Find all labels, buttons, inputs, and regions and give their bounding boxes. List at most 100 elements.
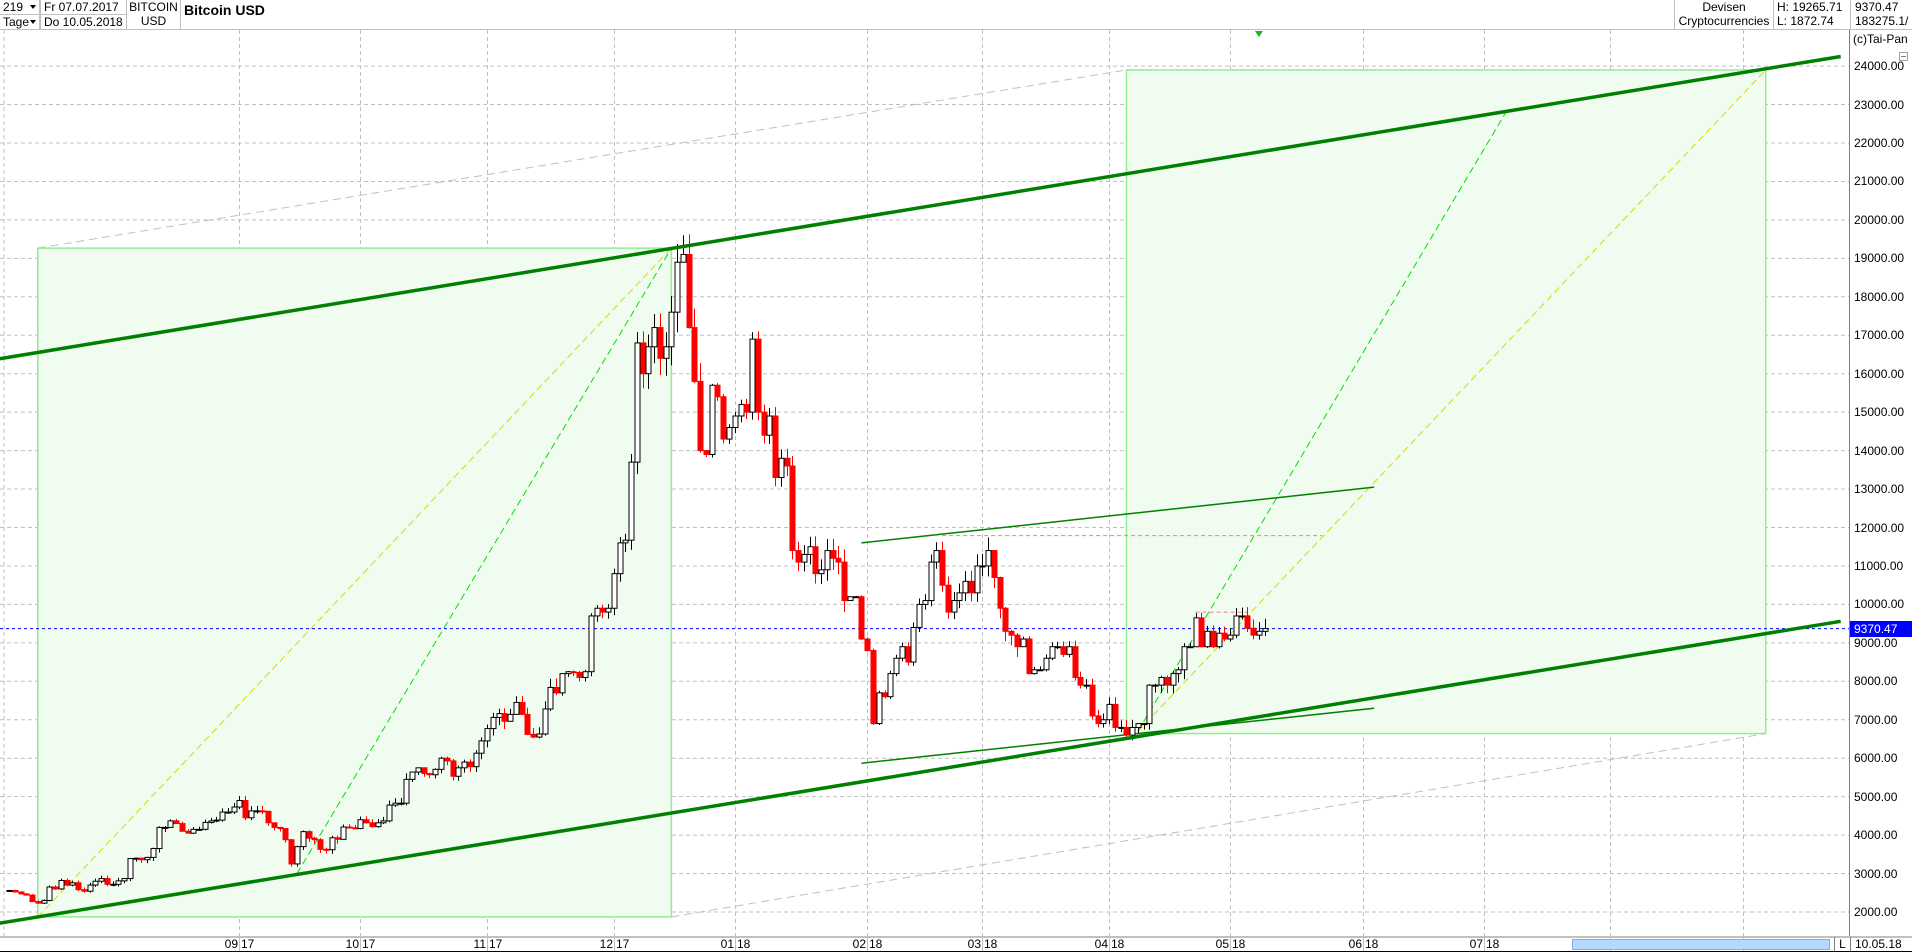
candle-body [1250, 627, 1257, 636]
candle-body [519, 701, 526, 715]
candle-up [547, 678, 554, 712]
candle-body [41, 899, 48, 904]
candle-body [300, 831, 307, 848]
candle-up [156, 826, 163, 853]
candle-up [853, 595, 860, 599]
candle-down [772, 407, 779, 487]
candle-up [202, 819, 209, 831]
y-tick-label: 6000.00 [1854, 751, 1898, 766]
candle-body [1095, 715, 1102, 725]
y-tick-label: 19000.00 [1854, 251, 1905, 266]
candle-body [185, 830, 192, 834]
candle-body [962, 580, 969, 594]
candle-up [887, 670, 894, 699]
high-low: H: 19265.71 L: 1872.74 [1774, 0, 1851, 30]
candle-body [23, 893, 30, 896]
candle-down [858, 595, 865, 640]
candle-body [231, 806, 238, 813]
candle-body [490, 716, 497, 730]
candle-up [536, 727, 543, 739]
candle-up [294, 845, 301, 867]
candle-body [530, 733, 537, 738]
candle-body [657, 327, 664, 359]
candle-body [421, 767, 428, 775]
candle-up [1233, 608, 1240, 639]
bar-count-dropdown[interactable]: 219 [0, 0, 40, 15]
candle-body [795, 550, 802, 563]
candle-body [547, 686, 554, 710]
candle-body [1043, 657, 1050, 671]
x-tick-year: 17 [616, 937, 630, 951]
scroll-lock-button[interactable]: L [1834, 937, 1851, 951]
candle-body [369, 822, 376, 828]
date-range[interactable]: Fr 07.07.2017 Do 10.05.2018 [41, 0, 127, 30]
candle-body [594, 607, 601, 617]
candle-body [1262, 628, 1269, 632]
collapse-icon[interactable] [1899, 52, 1908, 61]
candle-body [1210, 630, 1217, 648]
candle-body [254, 810, 261, 813]
candle-up [956, 583, 963, 609]
candle-body [617, 542, 624, 575]
x-tick-separator [1230, 937, 1231, 951]
candle-body [248, 810, 255, 819]
x-tick-month: 02 [852, 937, 866, 951]
candle-body [1244, 615, 1251, 629]
candle-down [138, 857, 145, 863]
candle-body [409, 771, 416, 780]
y-tick-label: 14000.00 [1854, 443, 1905, 458]
candle-up [951, 591, 958, 620]
y-tick-label: 17000.00 [1854, 328, 1905, 343]
candle-body [52, 886, 59, 890]
candle-body [807, 546, 814, 555]
candle-body [1146, 684, 1153, 725]
candle-down [939, 541, 946, 592]
candle-body [997, 576, 1004, 609]
candle-body [668, 311, 675, 348]
candle-down [467, 759, 474, 772]
candle-body [876, 692, 883, 725]
candle-down [795, 541, 802, 572]
candle-body [363, 819, 370, 824]
price-chart[interactable] [0, 30, 1849, 936]
candle-down [714, 383, 721, 401]
y-tick-label: 21000.00 [1854, 174, 1905, 189]
candle-down [265, 810, 272, 826]
candle-body [968, 580, 975, 594]
candle-body [801, 553, 808, 563]
candle-body [1233, 615, 1240, 636]
candle-body [1158, 676, 1165, 686]
candle-up [801, 545, 808, 572]
candle-up [1146, 684, 1153, 730]
range-box [37, 247, 673, 918]
candle-body [461, 761, 468, 769]
period-dropdown[interactable]: Tage [0, 15, 40, 30]
candle-body [703, 450, 710, 455]
x-tick-separator [867, 937, 868, 951]
candle-body [738, 403, 745, 417]
candle-body [922, 600, 929, 605]
x-tick-year: 18 [737, 937, 751, 951]
candle-body [167, 820, 174, 828]
candle-down [743, 398, 750, 420]
candle-up [1031, 666, 1038, 675]
candle-up [507, 708, 514, 722]
fan-line-yellow [1137, 69, 1767, 732]
candle-up [668, 296, 675, 366]
scrollbar-thumb[interactable] [1572, 939, 1830, 950]
candle-body [334, 837, 341, 840]
candle-down [1250, 619, 1257, 640]
candle-up [709, 383, 716, 458]
candle-up [46, 885, 53, 902]
candle-body [864, 638, 871, 652]
candle-body [288, 839, 295, 865]
candle-up [248, 806, 255, 821]
candle-body [830, 550, 837, 559]
candle-body [392, 802, 399, 806]
candle-down [317, 838, 324, 854]
y-tick-label: 8000.00 [1854, 674, 1898, 689]
candle-body [910, 626, 917, 663]
last-volume: 9370.47 183275.1/ [1851, 0, 1912, 30]
candle-body [294, 846, 301, 865]
candle-down [1072, 640, 1079, 681]
